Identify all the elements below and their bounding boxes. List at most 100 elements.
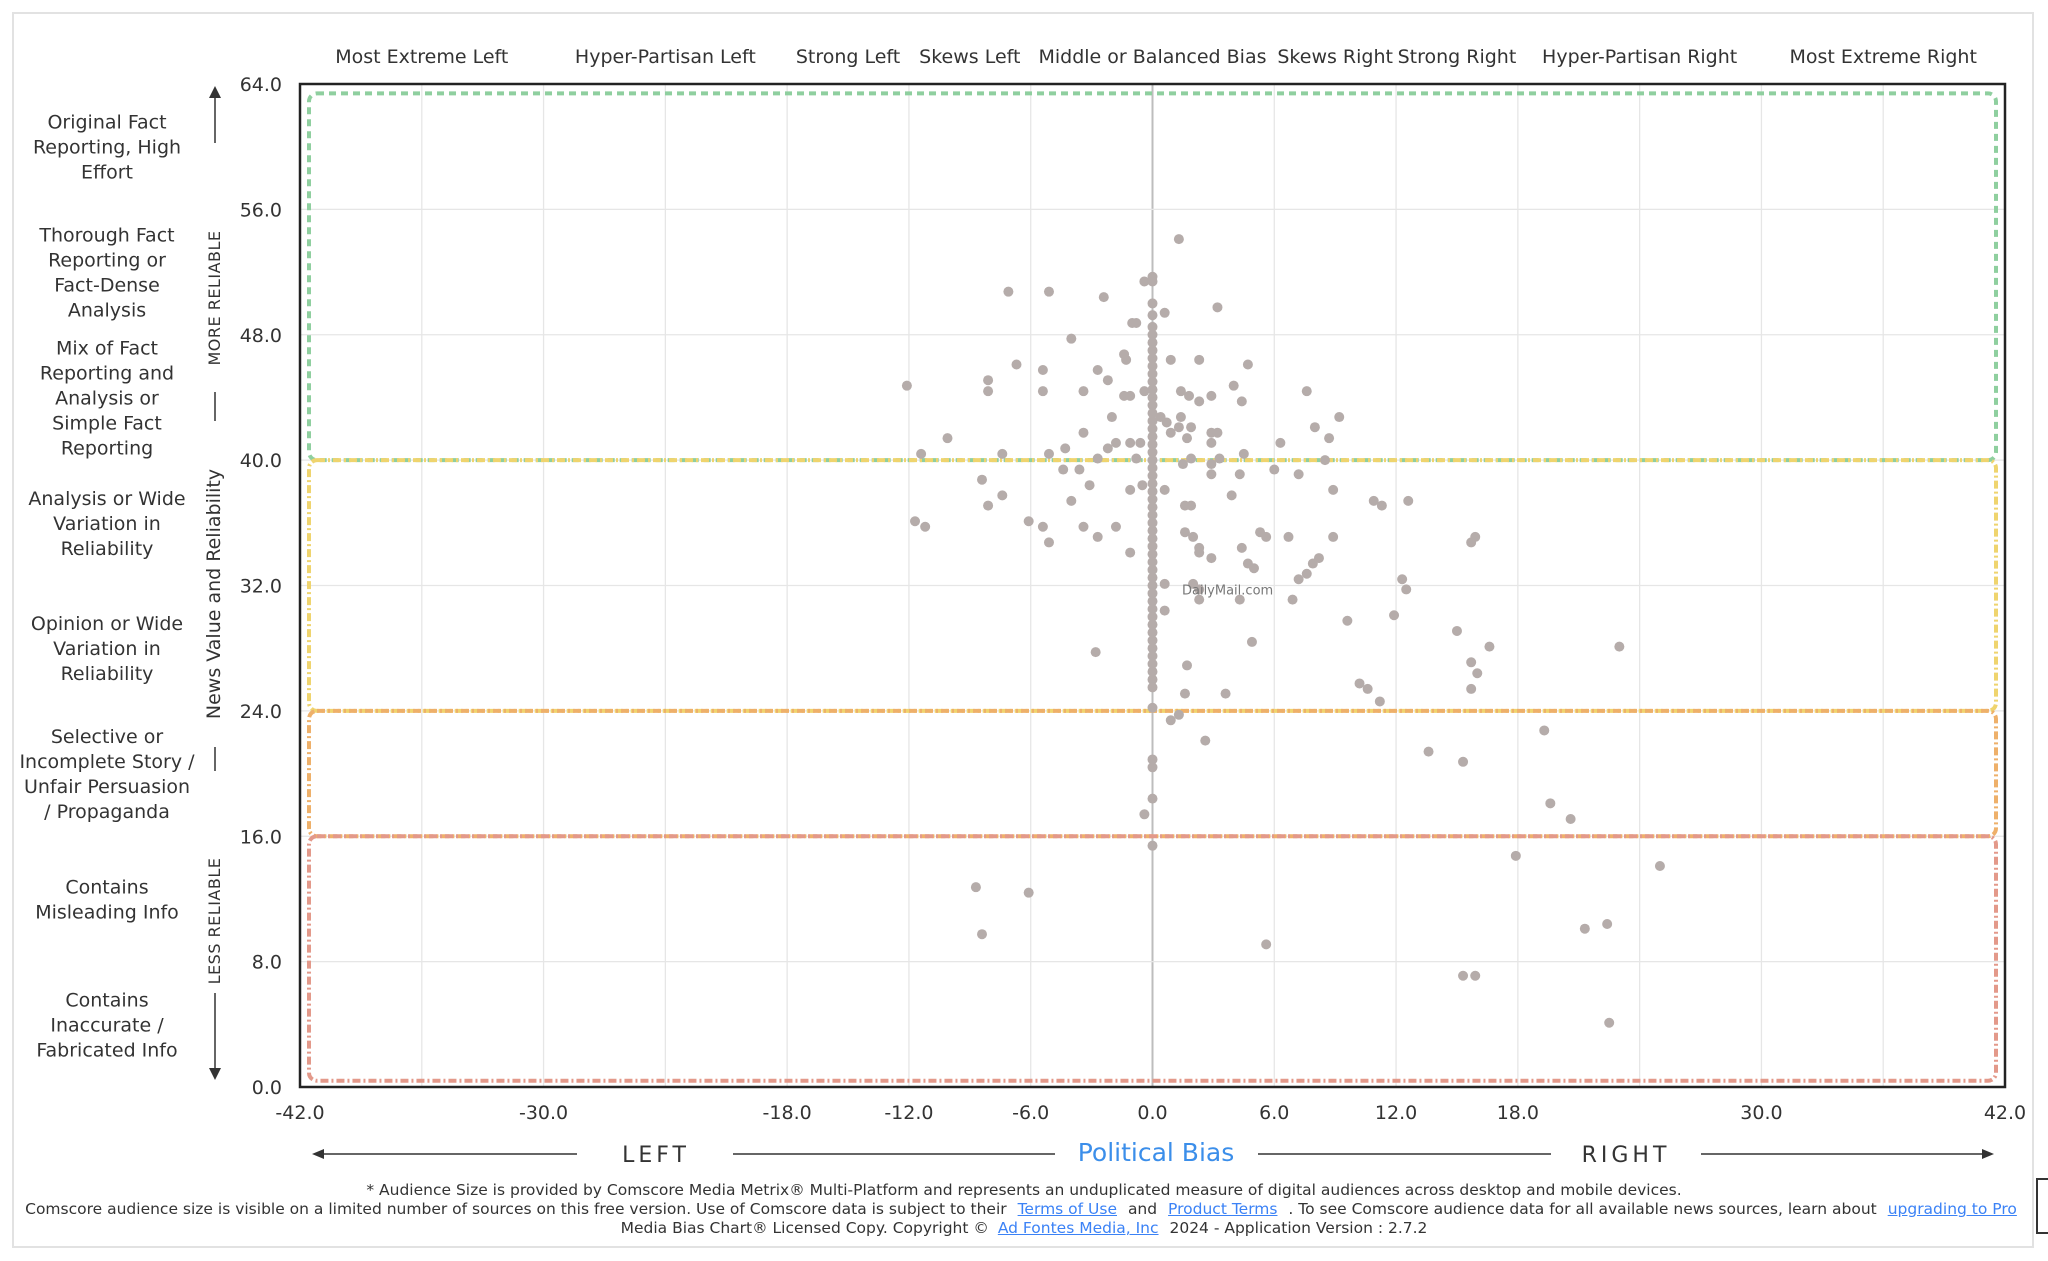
data-point[interactable] — [1147, 509, 1158, 520]
data-point[interactable] — [983, 375, 994, 386]
data-point[interactable] — [1220, 688, 1231, 699]
source-logo-dailymail[interactable]: DailyMail.com — [1182, 583, 1273, 598]
data-point[interactable] — [1397, 574, 1408, 585]
data-point[interactable] — [1194, 547, 1205, 558]
data-point[interactable] — [1184, 390, 1195, 401]
data-point[interactable] — [1175, 412, 1186, 423]
data-point[interactable] — [1403, 495, 1414, 506]
data-point[interactable] — [942, 433, 953, 444]
data-point[interactable] — [1147, 462, 1158, 473]
data-point[interactable] — [1147, 580, 1158, 591]
data-point[interactable] — [1092, 453, 1103, 464]
data-point[interactable] — [1186, 453, 1197, 464]
data-point[interactable] — [1458, 970, 1469, 981]
data-point[interactable] — [1604, 1017, 1615, 1028]
data-point[interactable] — [1301, 386, 1312, 397]
data-point[interactable] — [1147, 651, 1158, 662]
data-point[interactable] — [1173, 709, 1184, 720]
data-point[interactable] — [1135, 437, 1146, 448]
data-point[interactable] — [1206, 469, 1217, 480]
data-point[interactable] — [1179, 527, 1190, 538]
data-point[interactable] — [1147, 596, 1158, 607]
data-point[interactable] — [1261, 939, 1272, 950]
data-point[interactable] — [1147, 494, 1158, 505]
product-terms-link[interactable]: Product Terms — [1168, 1200, 1278, 1218]
data-point[interactable] — [1328, 484, 1339, 495]
data-point[interactable] — [977, 929, 987, 940]
data-point[interactable] — [1147, 329, 1158, 340]
data-point[interactable] — [1137, 480, 1148, 491]
data-point[interactable] — [1177, 459, 1188, 470]
data-point[interactable] — [1058, 464, 1069, 475]
data-point[interactable] — [1037, 521, 1048, 532]
data-point[interactable] — [1147, 431, 1158, 442]
data-point[interactable] — [1131, 453, 1142, 464]
data-point[interactable] — [1165, 427, 1176, 438]
data-point[interactable] — [1147, 666, 1158, 677]
data-point[interactable] — [1106, 412, 1117, 423]
data-point[interactable] — [1074, 464, 1085, 475]
data-point[interactable] — [1147, 517, 1158, 528]
data-point[interactable] — [1147, 439, 1158, 450]
data-point[interactable] — [1078, 386, 1089, 397]
data-point[interactable] — [1125, 390, 1136, 401]
data-point[interactable] — [1060, 443, 1071, 454]
data-point[interactable] — [1212, 302, 1223, 313]
data-point[interactable] — [1179, 688, 1190, 699]
data-point[interactable] — [1354, 678, 1365, 689]
data-point[interactable] — [970, 882, 981, 893]
data-point[interactable] — [1147, 455, 1158, 466]
data-point[interactable] — [1206, 390, 1217, 401]
data-point[interactable] — [1362, 683, 1373, 694]
data-point[interactable] — [1147, 298, 1158, 309]
data-point[interactable] — [1084, 480, 1095, 491]
data-point[interactable] — [1248, 563, 1259, 574]
data-point[interactable] — [1102, 375, 1113, 386]
data-point[interactable] — [1147, 533, 1158, 544]
data-point[interactable] — [1466, 683, 1477, 694]
terms-of-use-link[interactable]: Terms of Use — [1017, 1200, 1117, 1218]
data-point[interactable] — [1090, 647, 1101, 658]
data-point[interactable] — [1173, 422, 1184, 433]
data-point[interactable] — [1602, 919, 1613, 930]
data-point[interactable] — [1466, 657, 1477, 668]
data-point[interactable] — [997, 490, 1008, 501]
data-point[interactable] — [1147, 840, 1158, 851]
data-point[interactable] — [1458, 756, 1469, 767]
data-point[interactable] — [1200, 735, 1211, 746]
data-point[interactable] — [1214, 453, 1225, 464]
data-point[interactable] — [1165, 715, 1176, 726]
data-point[interactable] — [1194, 396, 1205, 407]
data-point[interactable] — [1121, 354, 1132, 365]
data-point[interactable] — [1545, 798, 1556, 809]
data-point[interactable] — [901, 380, 912, 391]
data-point[interactable] — [1328, 531, 1339, 542]
data-point[interactable] — [1066, 495, 1077, 506]
data-point[interactable] — [1043, 537, 1054, 548]
data-point[interactable] — [1147, 556, 1158, 567]
data-point[interactable] — [1206, 437, 1217, 448]
upgrade-to-pro-link[interactable]: upgrading to Pro — [1887, 1200, 2017, 1218]
data-point[interactable] — [1023, 887, 1034, 898]
data-point[interactable] — [1236, 542, 1247, 553]
data-point[interactable] — [1212, 427, 1223, 438]
data-point[interactable] — [1011, 359, 1022, 370]
data-point[interactable] — [1147, 345, 1158, 356]
data-point[interactable] — [1466, 537, 1477, 548]
data-point[interactable] — [1147, 674, 1158, 685]
data-point[interactable] — [1147, 337, 1158, 348]
data-point[interactable] — [1147, 643, 1158, 654]
data-point[interactable] — [1147, 611, 1158, 622]
data-point[interactable] — [1320, 455, 1331, 466]
data-point[interactable] — [1287, 594, 1298, 605]
data-point[interactable] — [910, 516, 921, 527]
data-point[interactable] — [1147, 572, 1158, 583]
data-point[interactable] — [1037, 386, 1048, 397]
data-point[interactable] — [997, 448, 1008, 459]
data-point[interactable] — [1242, 359, 1253, 370]
data-point[interactable] — [1147, 541, 1158, 552]
data-point[interactable] — [1269, 464, 1280, 475]
data-point[interactable] — [1206, 459, 1217, 470]
data-point[interactable] — [1043, 286, 1054, 297]
data-point[interactable] — [1147, 762, 1158, 773]
